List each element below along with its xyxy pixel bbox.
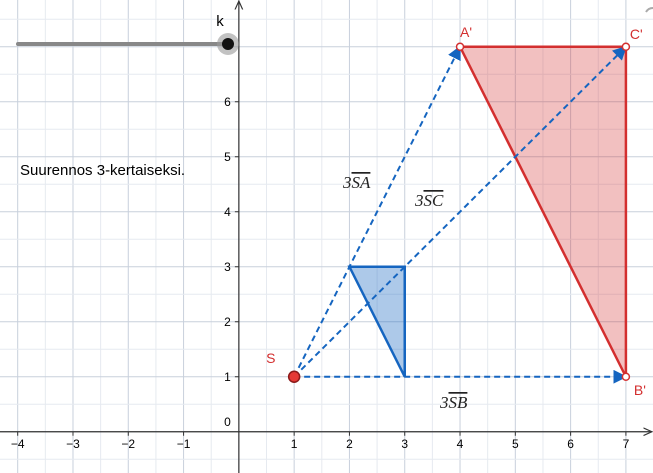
point xyxy=(621,372,631,381)
y-tick-label: 3 xyxy=(224,260,231,274)
x-tick-label: 7 xyxy=(623,437,630,451)
x-tick-label: 6 xyxy=(567,437,574,451)
vector-label: 3SC xyxy=(414,191,444,210)
slider-knob[interactable] xyxy=(222,38,234,50)
point-label: C' xyxy=(630,26,643,42)
x-tick-label: 5 xyxy=(512,437,519,451)
original-triangle xyxy=(347,265,406,378)
x-tick-label: −4 xyxy=(11,437,25,451)
vector-name: SC xyxy=(424,191,445,210)
image-triangle xyxy=(458,45,628,378)
y-tick-label: 1 xyxy=(224,370,231,384)
caption: Suurennos 3-kertaiseksi. xyxy=(20,162,185,179)
point xyxy=(455,42,465,51)
slider-label: k xyxy=(216,13,224,30)
y-tick-label: 4 xyxy=(224,205,231,219)
point-label: A' xyxy=(460,24,472,40)
x-tick-label: 1 xyxy=(291,437,298,451)
vector-coefficient: 3 xyxy=(342,173,352,192)
y-tick-label: 5 xyxy=(224,150,231,164)
x-tick-label: −1 xyxy=(177,437,191,451)
x-tick-label: −2 xyxy=(121,437,135,451)
vector-arrow xyxy=(293,45,461,378)
x-tick-label: −3 xyxy=(66,437,80,451)
vector-coefficient: 3 xyxy=(414,191,424,210)
point-label: S xyxy=(266,350,275,366)
vector-name: SA xyxy=(352,173,372,192)
y-tick-label: 2 xyxy=(224,315,231,329)
x-tick-label: 4 xyxy=(457,437,464,451)
x-tick-label: 0 xyxy=(224,415,231,429)
partial-icon xyxy=(645,7,653,24)
point xyxy=(621,42,631,51)
point-label: B' xyxy=(634,382,646,398)
vector-label: 3SA xyxy=(342,173,371,192)
y-tick-label: 6 xyxy=(224,95,231,109)
point xyxy=(287,370,301,383)
vector-coefficient: 3 xyxy=(439,393,449,412)
x-tick-label: 2 xyxy=(346,437,353,451)
vector-name: SB xyxy=(449,393,469,412)
vector-label: 3SB xyxy=(439,393,468,412)
vector-arrow xyxy=(293,45,627,378)
x-tick-label: 3 xyxy=(401,437,408,451)
